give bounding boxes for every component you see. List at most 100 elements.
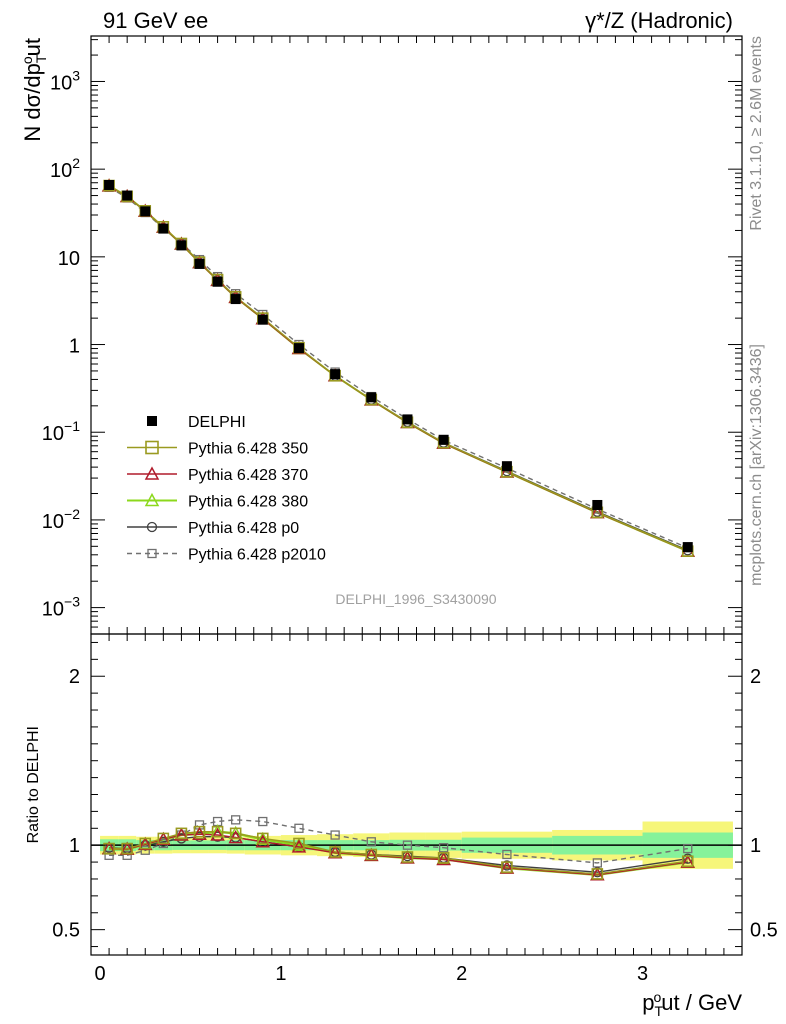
ratio-marker-p370 (364, 847, 379, 862)
ratio-marker-p370 (210, 827, 225, 841)
y-tick-base: 10 (50, 160, 72, 182)
ratio-y-tick-label: 1 (69, 835, 80, 857)
ratio-marker-p2010 (366, 837, 376, 847)
legend-label-p0: Pythia 6.428 p0 (188, 520, 299, 537)
marker-DELPHI (402, 414, 413, 425)
ratio-y-tick-label-right: 0.5 (750, 920, 778, 942)
ratio-marker-p2010 (592, 858, 602, 868)
main-y-axis-label: N dσ/dpTout (19, 38, 49, 142)
ratio-marker-p370 (156, 831, 171, 846)
ratio-marker-p380 (291, 837, 307, 851)
ratio-y-tick-label: 0.5 (52, 920, 80, 942)
legend-marker-p380 (144, 492, 160, 507)
marker-DELPHI (366, 392, 377, 403)
y-tick-exponent: −3 (64, 594, 80, 610)
ratio-marker-p370 (291, 839, 307, 853)
ratio-marker-p350 (157, 832, 170, 845)
ratio-y-tick-label-right: 2 (750, 666, 761, 688)
y-tick-label: 10−3 (42, 594, 80, 621)
marker-DELPHI (194, 258, 205, 269)
ratio-marker-p2010 (104, 850, 114, 860)
ratio-marker-p350 (437, 852, 450, 864)
legend-marker-p370 (144, 466, 160, 480)
ylabel-superscript: o (19, 56, 35, 64)
x-axis-label: pTout / GeV (642, 989, 742, 1019)
labels: 91 GeV ee γ*/Z (Hadronic) Rivet 3.1.10, … (103, 8, 765, 607)
ratio-marker-p370 (192, 826, 207, 840)
ratio-marker-p350 (329, 846, 341, 858)
ratio-marker-p370 (680, 854, 696, 868)
legend-marker-p0 (146, 521, 158, 533)
y-tick-base: 10 (42, 599, 64, 621)
x-tick-label: 0 (94, 963, 105, 985)
xlabel-superscript: o (653, 989, 661, 1005)
ratio-marker-p350 (591, 868, 604, 880)
ratio-marker-p380 (255, 831, 271, 846)
ratio-marker-p2010 (231, 815, 241, 825)
rivet-label: Rivet 3.1.10, ≥ 2.6M events (748, 36, 765, 231)
y-tick-label: 1 (69, 336, 80, 358)
ratio-marker-p350 (139, 837, 152, 850)
ratio-marker-p350 (293, 837, 305, 850)
header-left: 91 GeV ee (103, 8, 208, 33)
y-tick-exponent: −1 (64, 418, 80, 434)
legend-label-p380: Pythia 6.428 380 (188, 494, 308, 511)
xlabel-text: p (642, 990, 654, 1015)
main-frame (90, 35, 743, 635)
x-tick-label: 1 (275, 963, 286, 985)
y-tick-label: 103 (50, 67, 80, 94)
ratio-line-p350 (109, 831, 688, 875)
ratio-marker-p350 (121, 842, 133, 855)
ratio-marker-p370 (327, 845, 343, 859)
ratio-marker-p2010 (683, 843, 693, 854)
marker-DELPHI (257, 314, 268, 325)
legend-marker-DELPHI (147, 416, 157, 426)
x-tick-label: 3 (637, 963, 648, 985)
ratio-y-tick-label: 2 (69, 666, 80, 688)
ratio-marker-p350 (193, 825, 206, 838)
marker-DELPHI (212, 276, 223, 287)
y-tick-base: 10 (42, 423, 64, 445)
y-tick-exponent: 2 (72, 155, 80, 171)
ratio-marker-p2010 (502, 849, 512, 860)
ratio-marker-p350 (229, 827, 242, 840)
y-tick-exponent: 3 (72, 67, 80, 83)
ratio-marker-p370 (174, 827, 189, 841)
ratio-marker-p2010 (258, 816, 268, 827)
ratio-marker-p2010 (140, 845, 150, 855)
ratio-marker-p2010 (402, 840, 413, 850)
ratio-marker-p2010 (330, 830, 340, 840)
y-tick-label: 102 (50, 155, 80, 182)
ratio-y-axis-label: Ratio to DELPHI (25, 726, 42, 843)
ratio-marker-p350 (401, 851, 414, 863)
marker-DELPHI (230, 294, 241, 305)
ratio-marker-p370 (590, 867, 605, 881)
legend-label-DELPHI: DELPHI (188, 414, 246, 431)
ylabel-text: ut (20, 38, 45, 56)
analysis-id: DELPHI_1996_S3430090 (335, 591, 496, 607)
ratio-line-p2010 (109, 819, 688, 864)
marker-DELPHI (104, 179, 115, 190)
ratio-marker-p370 (400, 850, 415, 864)
ratio-marker-p370 (499, 860, 515, 874)
mcplots-label: mcplots.cern.ch [arXiv:1306.3436] (748, 344, 765, 586)
ratio-marker-p350 (501, 861, 513, 873)
xlabel-subscript: T (654, 1003, 663, 1019)
ratio-marker-p2010 (122, 850, 132, 860)
ylabel-subscript: T (33, 54, 49, 63)
xlabel-text: ut / GeV (661, 990, 742, 1015)
marker-DELPHI (158, 223, 169, 234)
y-tick-label: 10−2 (42, 506, 80, 533)
ratio-marker-p350 (365, 848, 378, 861)
ratio-plot: 0 1 2 3 0.5 0.5 1 1 2 2 Ratio to DELPHI pTout / GeV (25, 633, 778, 1019)
header-right: γ*/Z (Hadronic) (585, 8, 733, 33)
x-tick-label: 2 (456, 963, 467, 985)
marker-DELPHI (501, 461, 512, 472)
y-tick-exponent: −2 (64, 506, 80, 522)
y-tick-base: 10 (50, 72, 72, 94)
legend: DELPHI Pythia 6.428 350 Pythia 6.428 370 Py… (127, 414, 326, 564)
ratio-marker-p350 (681, 855, 694, 868)
ratio-marker-p350 (103, 842, 115, 855)
marker-DELPHI (176, 240, 187, 251)
